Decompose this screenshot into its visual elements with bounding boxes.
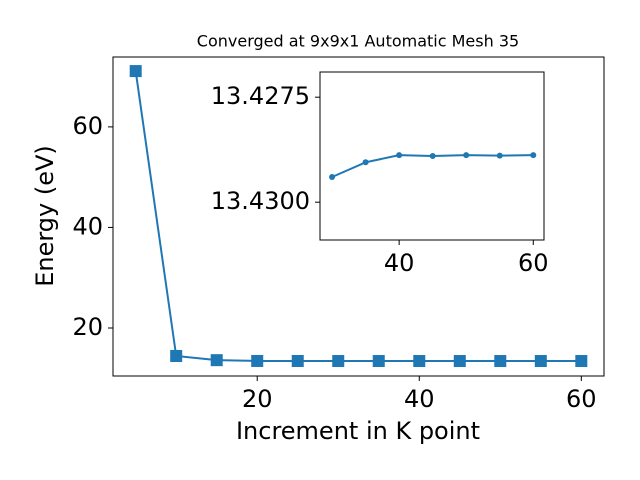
marker [362, 159, 369, 166]
chart-title: Converged at 9x9x1 Automatic Mesh 35 [197, 32, 519, 51]
x-tick-label: 40 [384, 249, 415, 277]
marker [291, 354, 304, 367]
y-tick-label: 40 [72, 212, 103, 240]
x-tick-label: 40 [404, 385, 435, 413]
x-tick-label: 60 [518, 249, 549, 277]
marker [413, 355, 426, 368]
marker [429, 153, 436, 159]
marker [170, 349, 183, 362]
y-tick-label: 20 [72, 313, 103, 341]
y-tick-label: 60 [72, 112, 103, 140]
marker [494, 355, 507, 368]
marker [496, 152, 503, 159]
marker [463, 152, 470, 159]
marker [129, 65, 142, 78]
marker [251, 354, 264, 367]
marker [534, 355, 547, 368]
y-tick-label: 13.4275 [211, 82, 310, 110]
marker [332, 355, 345, 368]
x-axis-label: Increment in K point [236, 417, 480, 445]
marker [396, 152, 403, 159]
marker [453, 355, 466, 368]
x-tick-label: 20 [242, 385, 273, 413]
marker [575, 355, 588, 368]
y-tick-label: 13.4300 [211, 187, 310, 215]
marker [329, 174, 336, 180]
x-tick-label: 60 [566, 385, 597, 413]
marker [210, 354, 223, 367]
y-axis-label: Energy (eV) [31, 145, 59, 287]
series-line [134, 70, 582, 363]
marker [372, 355, 385, 368]
marker [530, 152, 537, 159]
